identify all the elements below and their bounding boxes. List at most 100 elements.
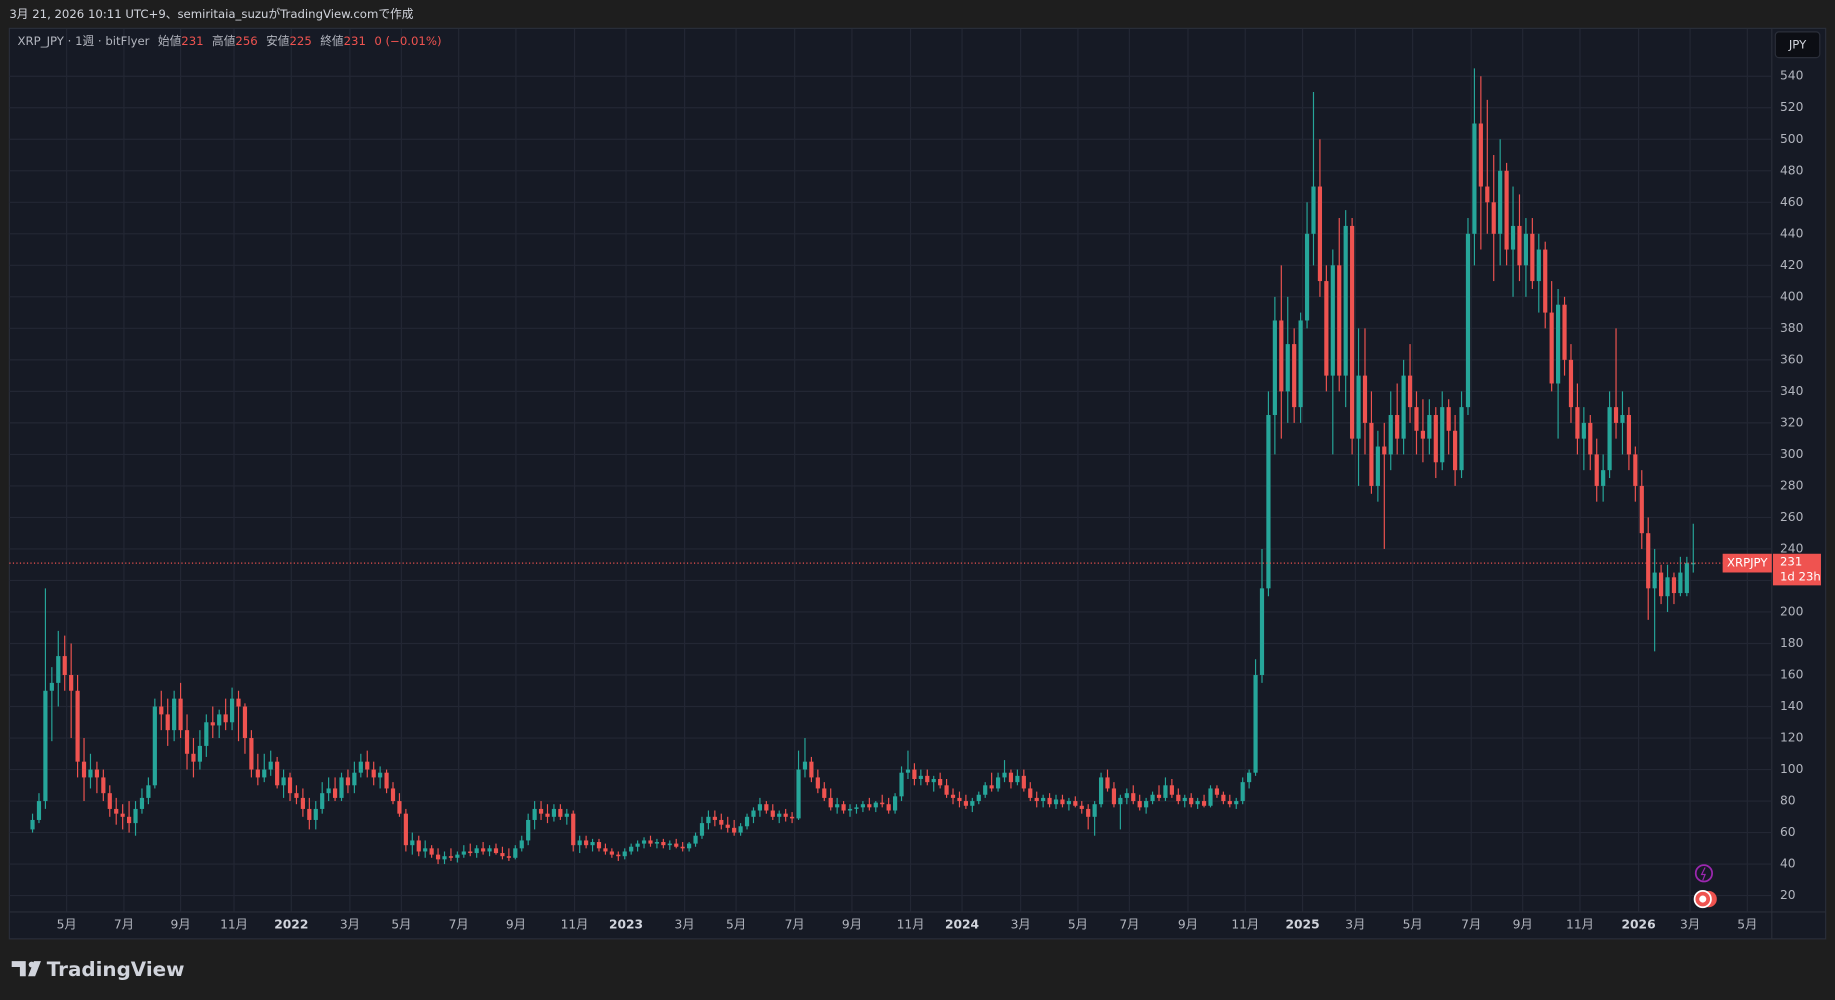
candle-body — [1111, 788, 1117, 805]
y-tick-label: 340 — [1780, 384, 1803, 398]
logo-dot — [28, 961, 35, 968]
candle-body — [603, 848, 608, 852]
candle-body — [641, 840, 647, 844]
candle-body — [764, 804, 769, 811]
candle-body — [493, 848, 499, 854]
candle-body — [970, 801, 975, 806]
currency[interactable]: JPY — [1788, 37, 1807, 51]
candle-body — [635, 843, 640, 847]
candle-body — [94, 769, 99, 778]
candle-body — [629, 846, 634, 852]
candle-body — [892, 796, 898, 811]
candle-body — [1620, 415, 1625, 423]
candle-body — [513, 848, 518, 858]
candle-body — [590, 842, 595, 846]
candle-body — [474, 848, 479, 854]
y-tick-label: 140 — [1780, 699, 1803, 713]
candle-body — [1079, 805, 1084, 809]
price-tag-box — [1722, 553, 1772, 573]
x-tick-label: 3月 — [1680, 917, 1700, 931]
candle-body — [1098, 777, 1104, 805]
candle-body — [1562, 304, 1567, 360]
countdown: 1d 23h — [1780, 570, 1821, 584]
candle-body — [287, 777, 293, 794]
candle-body — [410, 840, 415, 846]
candle-body — [1034, 797, 1039, 802]
chart-panel — [8, 27, 1827, 940]
candle-body — [1459, 407, 1464, 471]
candle-body — [886, 804, 891, 811]
candle-body — [1472, 123, 1477, 234]
candle-body — [62, 656, 67, 675]
lightning-icon[interactable] — [1694, 864, 1713, 883]
candle-body — [159, 706, 164, 715]
currency-button[interactable] — [1774, 31, 1821, 59]
candle-body — [854, 807, 859, 809]
candle-body — [448, 856, 454, 858]
candle-body — [1575, 407, 1580, 439]
y-tick-label: 120 — [1780, 731, 1803, 745]
candle-body — [822, 788, 827, 798]
candle-body — [905, 769, 911, 773]
candle-body — [275, 761, 280, 786]
x-tick-label: 5月 — [1737, 917, 1757, 931]
candle-body — [835, 804, 840, 808]
candle-body — [1208, 788, 1213, 806]
x-tick-label: 9月 — [1513, 917, 1533, 931]
y-tick-label: 520 — [1780, 100, 1803, 114]
candle-body — [1401, 375, 1406, 439]
candle-body — [1414, 407, 1419, 431]
x-tick-label: 7月 — [114, 917, 134, 931]
candle-body — [989, 785, 994, 789]
candle-body — [435, 854, 441, 860]
candle-body — [1453, 430, 1458, 471]
y-tick-label: 480 — [1780, 163, 1803, 177]
candle-body — [191, 753, 196, 762]
candle-body — [950, 794, 956, 798]
candle-body — [712, 816, 717, 820]
candle-body — [442, 856, 447, 860]
candle-body — [796, 769, 801, 819]
candle-body — [120, 813, 125, 817]
candle-body — [571, 813, 576, 846]
candle-body — [294, 793, 299, 798]
candle-body — [461, 851, 466, 855]
y-tick-label: 280 — [1780, 478, 1803, 492]
candle-body — [229, 698, 235, 723]
candle-body — [674, 843, 679, 847]
candle-body — [847, 808, 853, 811]
candle-body — [1105, 777, 1110, 789]
candle-body — [931, 778, 936, 783]
candle-body — [1517, 225, 1522, 266]
y-tick-label: 460 — [1780, 195, 1803, 209]
candle-body — [1556, 304, 1561, 384]
ohlc-label: 高値 — [212, 34, 236, 48]
candle-body — [1626, 415, 1631, 455]
candle-body — [339, 777, 344, 798]
x-tick-label: 9月 — [506, 917, 526, 931]
x-tick-label: 2024 — [945, 917, 979, 931]
y-tick-label: 20 — [1780, 888, 1796, 902]
candle-body — [1131, 793, 1136, 802]
y-tick-label: 100 — [1780, 762, 1803, 776]
candle-body — [1195, 801, 1200, 805]
candle-body — [1639, 485, 1644, 534]
candle-body — [1510, 225, 1516, 250]
candle-body — [1646, 533, 1651, 589]
candle-body — [1028, 788, 1033, 798]
candle-body — [1684, 563, 1689, 594]
candle-body — [1343, 225, 1348, 376]
candle-body — [378, 772, 383, 778]
candle-body — [538, 808, 544, 814]
candle-body — [481, 848, 486, 852]
candle-body — [217, 714, 222, 726]
candle-body — [1053, 799, 1059, 805]
y-tick-label: 40 — [1780, 857, 1796, 871]
brand: TradingView — [47, 958, 185, 981]
candle-body — [1504, 170, 1509, 250]
y-tick-label: 360 — [1780, 352, 1803, 366]
candle-body — [390, 788, 396, 802]
candle-body — [1221, 794, 1226, 802]
candle-body — [172, 698, 177, 731]
candle-body — [107, 793, 112, 809]
